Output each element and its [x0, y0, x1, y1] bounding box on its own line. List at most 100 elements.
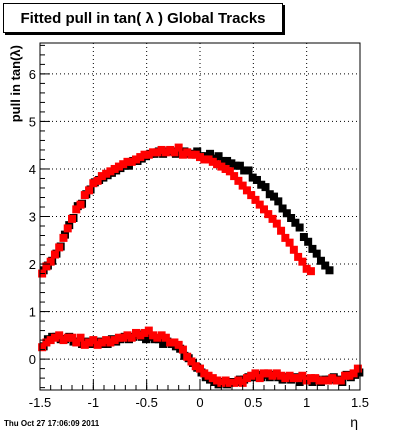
data-point [306, 267, 315, 276]
data-point [140, 150, 149, 159]
data-point [196, 364, 204, 373]
data-point [93, 340, 102, 349]
data-point [119, 160, 128, 169]
data-point [299, 233, 308, 242]
data-point [142, 335, 151, 344]
data-point [63, 333, 72, 342]
data-point [221, 376, 230, 385]
data-point [336, 376, 345, 385]
data-point [110, 164, 119, 173]
data-point [136, 331, 145, 340]
data-point [319, 376, 328, 385]
data-point [132, 328, 140, 337]
y-tick-label: 0 [29, 352, 36, 367]
data-point [191, 150, 200, 159]
data-markers [38, 143, 364, 389]
data-point [218, 156, 227, 165]
data-point [341, 371, 350, 380]
data-point [260, 205, 268, 214]
x-axis-label: η [350, 414, 358, 430]
data-point [123, 157, 132, 166]
data-point [191, 362, 200, 371]
data-point [208, 157, 217, 166]
grid-lines [40, 43, 360, 390]
data-point [89, 179, 98, 188]
y-tick-label: 3 [29, 210, 36, 225]
data-point [153, 333, 162, 342]
data-point [200, 155, 209, 164]
data-point [55, 331, 64, 340]
y-axis-label: pull in tan(λ) [8, 45, 23, 122]
data-point [161, 148, 170, 157]
data-point [230, 172, 239, 181]
data-point [46, 257, 55, 266]
data-point [76, 333, 85, 342]
data-point [63, 224, 72, 233]
data-point [42, 262, 51, 271]
data-point [76, 200, 85, 209]
data-point [72, 338, 81, 347]
data-point [127, 333, 136, 342]
data-point [174, 340, 183, 349]
data-point [97, 338, 106, 347]
data-point [238, 181, 247, 190]
data-point [234, 376, 243, 385]
x-tick-label: 0 [196, 395, 203, 410]
data-point [268, 214, 277, 223]
data-point [217, 378, 226, 387]
data-point [257, 180, 266, 189]
data-point [174, 143, 183, 152]
data-point [42, 338, 51, 347]
data-point [251, 195, 260, 204]
data-point [102, 336, 111, 345]
data-point [302, 264, 311, 273]
y-tick-label: 4 [29, 162, 36, 177]
data-point [316, 256, 325, 265]
x-tick-label: 1.5 [351, 395, 369, 410]
data-point [170, 338, 179, 347]
y-tick-label: 5 [29, 114, 36, 129]
data-point [178, 150, 187, 159]
data-point [235, 161, 244, 170]
data-point [264, 369, 273, 378]
data-point [223, 156, 232, 165]
data-point [206, 149, 215, 158]
data-point [274, 197, 283, 206]
data-point [187, 150, 196, 159]
x-tick-label: 1 [303, 395, 310, 410]
data-point [325, 266, 334, 275]
timestamp: Thu Oct 27 17:06:09 2011 [4, 419, 100, 428]
data-point [149, 331, 158, 340]
data-point [231, 161, 240, 170]
data-point [123, 331, 132, 340]
data-point [311, 374, 320, 383]
data-point [214, 152, 223, 161]
data-point [270, 192, 279, 201]
data-point [136, 153, 145, 162]
y-tick-label: 2 [29, 257, 36, 272]
data-point [255, 200, 264, 209]
data-point [251, 369, 260, 378]
data-point [278, 204, 287, 213]
data-point [230, 378, 239, 387]
data-point [304, 237, 313, 246]
data-point [102, 169, 111, 178]
data-point [306, 374, 315, 383]
data-point [242, 374, 251, 383]
data-point [55, 243, 64, 252]
data-point [166, 338, 175, 347]
data-point [294, 252, 303, 261]
data-point [265, 190, 274, 199]
data-point [260, 369, 268, 378]
data-point [285, 371, 294, 380]
data-point [59, 233, 68, 242]
data-point [106, 338, 115, 347]
data-point [38, 343, 47, 352]
data-point [208, 374, 217, 383]
data-point [289, 245, 298, 254]
data-point [119, 333, 128, 342]
data-point [114, 333, 123, 342]
data-point [59, 336, 68, 345]
data-point [68, 214, 76, 223]
